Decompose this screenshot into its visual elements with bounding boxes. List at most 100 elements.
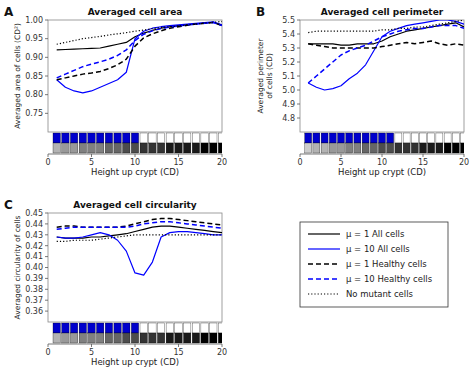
- strip-top-cell: [175, 323, 182, 333]
- x-tick: [91, 344, 92, 347]
- y-tick-label: 0.41: [25, 252, 43, 261]
- strip-bottom-cell: [184, 333, 191, 343]
- series-line: [57, 235, 222, 242]
- strip-top-cell: [321, 133, 328, 143]
- x-tick: [222, 344, 223, 347]
- strip-bottom-cell: [105, 143, 112, 153]
- series-line: [308, 26, 464, 83]
- x-tick: [300, 154, 301, 157]
- strip-top-cell: [338, 133, 345, 143]
- strip-top-cell: [184, 323, 191, 333]
- strip-bottom-cell: [88, 333, 95, 343]
- strip-bottom-cell: [395, 143, 402, 153]
- strip-top-cell: [411, 133, 418, 143]
- panel: 0.750.800.850.900.951.0005101520Height u…: [4, 5, 227, 177]
- x-tick: [178, 154, 179, 157]
- x-tick-label: 15: [418, 158, 428, 167]
- y-tick-label: 0.36: [25, 307, 43, 316]
- strip-top-cell: [149, 323, 156, 333]
- strip-bottom-cell: [321, 143, 328, 153]
- legend: μ = 1 All cellsμ = 10 All cellsμ = 1 Hea…: [300, 222, 448, 307]
- strip-top-cell: [105, 323, 112, 333]
- strip-bottom-cell: [114, 333, 121, 343]
- strip-top-cell: [105, 133, 112, 143]
- lines: [57, 21, 222, 92]
- strip-top-cell: [218, 323, 222, 333]
- strip-top-cell: [140, 323, 147, 333]
- strip-bottom-cell: [149, 143, 156, 153]
- strip-top-cell: [97, 323, 104, 333]
- strip-bottom-cell: [123, 333, 130, 343]
- y-tick: [45, 267, 48, 268]
- strip-bottom-cell: [166, 333, 173, 343]
- strip-bottom-cell: [387, 143, 394, 153]
- strip-top-cell: [403, 133, 410, 143]
- strip-top-cell: [166, 323, 173, 333]
- strip-bottom-cell: [313, 143, 320, 153]
- strip-bottom-cell: [105, 333, 112, 343]
- legend-label: μ = 10 All cells: [346, 244, 410, 254]
- strips: [305, 133, 464, 153]
- y-tick-label: 0.37: [25, 296, 43, 305]
- strip-bottom-cell: [411, 143, 418, 153]
- y-tick: [45, 94, 48, 95]
- series-line: [57, 218, 222, 227]
- x-tick: [135, 344, 136, 347]
- x-tick-label: 10: [130, 348, 140, 357]
- x-axis-label: Height up crypt (CD): [91, 167, 179, 177]
- y-tick: [297, 104, 300, 105]
- title: Averaged cell area: [88, 7, 183, 17]
- strip-top-cell: [218, 133, 222, 143]
- y-tick: [45, 245, 48, 246]
- legend-swatch: [308, 233, 340, 234]
- strip-bottom-cell: [354, 143, 361, 153]
- y-tick-label: 5.0: [282, 86, 295, 95]
- strip-top-cell: [444, 133, 451, 143]
- y-tick-label: 0.95: [25, 34, 43, 43]
- plot-frame: [48, 20, 222, 132]
- y-tick: [45, 300, 48, 301]
- y-tick: [297, 20, 300, 21]
- strip-top-cell: [88, 323, 95, 333]
- legend-swatch: [308, 278, 340, 280]
- strip-bottom-cell: [192, 333, 199, 343]
- y-tick-label: 0.44: [25, 220, 43, 229]
- panel-label: C: [4, 198, 13, 212]
- x-tick: [48, 154, 49, 157]
- strip-bottom-cell: [452, 143, 459, 153]
- strip-bottom-cell: [362, 143, 369, 153]
- strip-bottom-cell: [444, 143, 451, 153]
- y-tick-label: 0.45: [25, 209, 43, 218]
- legend-label: μ = 1 All cells: [346, 229, 405, 239]
- y-axis-label: Averaged area of cells (CD²): [13, 23, 22, 129]
- y-tick-label: 5.4: [282, 30, 295, 39]
- strip-bottom-cell: [428, 143, 435, 153]
- strip-bottom-cell: [461, 143, 464, 153]
- y-tick: [45, 213, 48, 214]
- y-tick-label: 4.8: [282, 114, 295, 123]
- y-tick: [45, 223, 48, 224]
- y-tick-label: 0.80: [25, 90, 43, 99]
- series-line: [57, 21, 222, 44]
- y-tick: [45, 113, 48, 114]
- y-tick-label: 0.42: [25, 242, 43, 251]
- y-tick-label: 0.75: [25, 109, 43, 118]
- x-tick-label: 20: [217, 158, 227, 167]
- strip-top-cell: [192, 133, 199, 143]
- y-tick-label: 5.5: [282, 16, 295, 25]
- strip-bottom-cell: [305, 143, 312, 153]
- x-tick-label: 5: [338, 158, 343, 167]
- title: Averaged cell circularity: [73, 200, 197, 210]
- strip-top-cell: [97, 133, 104, 143]
- figure: 0.750.800.850.900.951.0005101520Height u…: [0, 0, 474, 382]
- strip-bottom-cell: [175, 143, 182, 153]
- x-tick-label: 20: [217, 348, 227, 357]
- y-tick-label: 0.39: [25, 274, 43, 283]
- y-tick: [45, 38, 48, 39]
- legend-swatch: [308, 293, 340, 294]
- y-tick-label: 5.2: [282, 58, 295, 67]
- strip-bottom-cell: [210, 333, 217, 343]
- x-axis-label: Height up crypt (CD): [338, 167, 426, 177]
- strip-top-cell: [428, 133, 435, 143]
- y-tick-label: 0.38: [25, 285, 43, 294]
